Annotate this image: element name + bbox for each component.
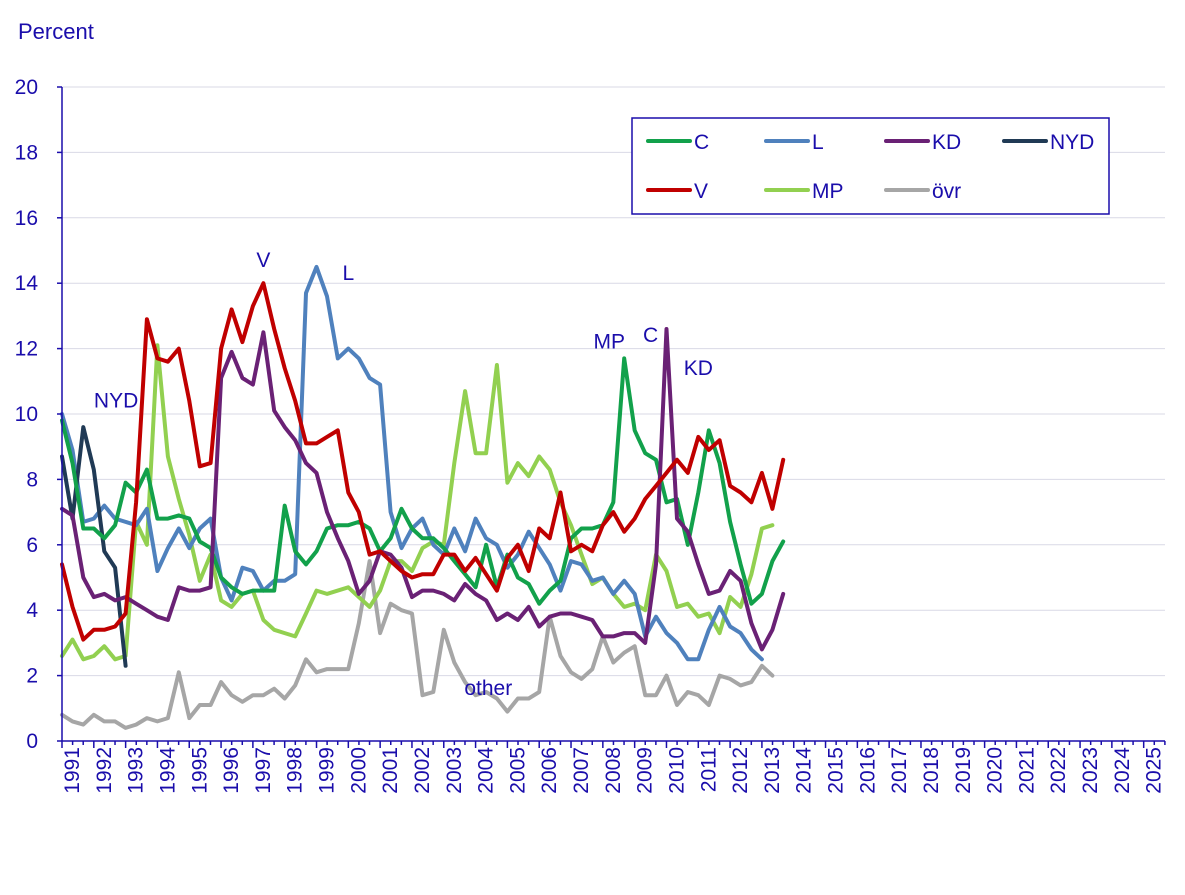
- series-lines: [60, 264, 786, 730]
- annotation-other: other: [464, 677, 512, 700]
- annotations: NYD V L MP C KD other: [94, 249, 713, 700]
- x-tick-label: 2005: [506, 747, 529, 794]
- x-tick-label: 2010: [665, 747, 688, 794]
- x-tick-label: 1998: [284, 747, 307, 794]
- x-tick-label: 2001: [379, 747, 402, 794]
- annotation-c: C: [643, 324, 658, 347]
- y-tick-label: 8: [26, 468, 38, 491]
- y-tick-label: 12: [15, 338, 38, 361]
- annotation-kd: KD: [684, 357, 713, 380]
- y-tick-label: 4: [26, 599, 38, 622]
- x-tick-label: 2023: [1079, 747, 1102, 794]
- series-line-kd: [60, 327, 786, 652]
- x-tick-label: 2017: [888, 747, 911, 794]
- x-tick-label: 2006: [538, 747, 561, 794]
- series-line-ovr: [60, 559, 775, 730]
- x-tick-label: 1999: [316, 747, 339, 794]
- x-tick-label: 2004: [475, 747, 498, 794]
- annotation-mp: MP: [593, 331, 625, 354]
- x-tick-label: 1994: [156, 747, 179, 794]
- x-tick-label: 2018: [920, 747, 943, 794]
- legend-item-l: L: [764, 131, 824, 154]
- legend-item-v: V: [646, 180, 708, 203]
- y-tick-label: 10: [15, 403, 38, 426]
- annotation-nyd: NYD: [94, 389, 138, 412]
- axes: [57, 86, 1166, 748]
- x-tick-label: 2003: [443, 747, 466, 794]
- legend-label: C: [694, 131, 709, 154]
- x-tick-label: 2020: [984, 747, 1007, 794]
- x-tick-label: 1996: [220, 747, 243, 794]
- legend-label: NYD: [1050, 131, 1094, 154]
- x-tick-label: 2002: [411, 747, 434, 794]
- x-tick-label: 2009: [634, 747, 657, 794]
- x-tick-label: 2011: [697, 747, 720, 792]
- y-tick-label: 20: [15, 76, 38, 99]
- y-tick-label: 16: [15, 207, 38, 230]
- grid-lines: [62, 86, 1165, 677]
- x-tick-label: 2025: [1143, 747, 1166, 794]
- legend-box: [631, 117, 1110, 215]
- x-tick-label: 2008: [602, 747, 625, 794]
- y-tick-label: 18: [15, 141, 38, 164]
- x-tick-label: 2024: [1111, 747, 1134, 794]
- x-tick-label: 1997: [252, 747, 275, 794]
- x-tick-label: 2000: [347, 747, 370, 794]
- legend-item-kd: KD: [884, 131, 961, 154]
- x-tick-label: 1993: [125, 747, 148, 794]
- x-tick-label: 2014: [793, 747, 816, 794]
- x-tick-label: 1991: [61, 747, 84, 794]
- y-tick-label: 2: [26, 665, 38, 688]
- legend-item-mp: MP: [764, 180, 844, 203]
- annotation-l: L: [342, 262, 354, 285]
- x-tick-label: 2022: [1047, 747, 1070, 794]
- legend-label: övr: [932, 180, 961, 203]
- legend-item-ovr: övr: [884, 180, 961, 203]
- x-tick-label: 2013: [761, 747, 784, 794]
- x-tick-label: 1995: [188, 747, 211, 794]
- series-line-v: [60, 281, 786, 642]
- series-line-c: [60, 356, 786, 606]
- x-tick-label: 2021: [1015, 747, 1038, 794]
- legend-item-nyd: NYD: [1002, 131, 1094, 154]
- x-axis-ticks: 1991 1992 1993 1994 1995 1996 1997 1998 1999 2000…: [61, 747, 1166, 794]
- y-axis-ticks: 0 2 4 6 8 10 12 14 16 18 20: [15, 76, 39, 753]
- x-tick-label: 2015: [825, 747, 848, 794]
- legend-label: MP: [812, 180, 844, 203]
- legend: C L KD NYD V MP övr: [631, 117, 1110, 215]
- legend-label: L: [812, 131, 824, 154]
- y-tick-label: 14: [15, 272, 39, 295]
- x-tick-label: 2016: [856, 747, 879, 794]
- x-tick-label: 2007: [570, 747, 593, 794]
- y-axis-title: Percent: [18, 19, 94, 44]
- y-tick-label: 6: [26, 534, 38, 557]
- annotation-v: V: [256, 249, 270, 272]
- x-tick-label: 1992: [93, 747, 116, 794]
- x-tick-label: 2012: [729, 747, 752, 794]
- y-tick-label: 0: [26, 730, 38, 753]
- x-tick-label: 2019: [952, 747, 975, 794]
- legend-label: KD: [932, 131, 961, 154]
- legend-item-c: C: [646, 131, 709, 154]
- legend-label: V: [694, 180, 708, 203]
